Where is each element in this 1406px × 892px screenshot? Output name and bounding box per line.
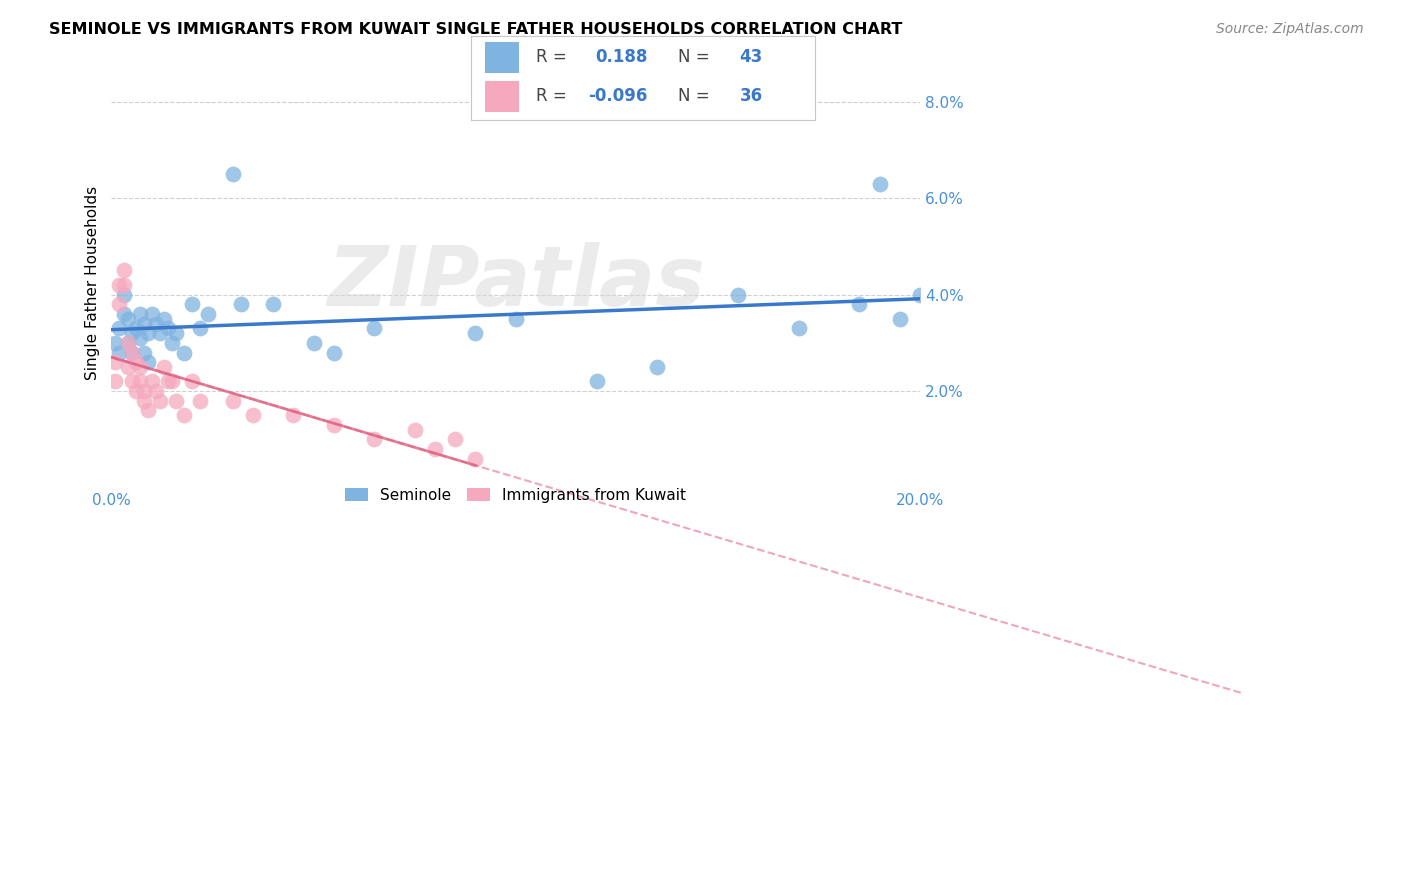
- Text: Source: ZipAtlas.com: Source: ZipAtlas.com: [1216, 22, 1364, 37]
- Point: [136, 326, 159, 341]
- Point: [153, 359, 176, 374]
- Point: [132, 384, 155, 399]
- Point: [145, 317, 167, 331]
- Y-axis label: Single Father Households: Single Father Households: [86, 186, 100, 380]
- Point: [128, 359, 150, 374]
- Legend: Seminole, Immigrants from Kuwait: Seminole, Immigrants from Kuwait: [339, 482, 692, 508]
- Point: [128, 331, 150, 345]
- Point: [283, 409, 305, 423]
- Point: [104, 335, 127, 350]
- Text: 43: 43: [740, 48, 763, 66]
- Point: [222, 393, 245, 408]
- Point: [112, 307, 135, 321]
- Point: [108, 321, 131, 335]
- Point: [149, 393, 172, 408]
- Point: [160, 375, 183, 389]
- Point: [165, 326, 187, 341]
- Point: [121, 345, 143, 359]
- Point: [117, 335, 139, 350]
- Point: [889, 311, 911, 326]
- Text: R =: R =: [537, 87, 567, 105]
- Point: [112, 287, 135, 301]
- Point: [585, 375, 607, 389]
- Point: [173, 409, 195, 423]
- Point: [727, 287, 749, 301]
- Point: [322, 345, 344, 359]
- Point: [141, 375, 163, 389]
- Point: [222, 167, 245, 181]
- Point: [117, 359, 139, 374]
- Point: [908, 287, 931, 301]
- Point: [117, 335, 139, 350]
- Point: [117, 311, 139, 326]
- Point: [156, 375, 179, 389]
- Point: [181, 375, 204, 389]
- Point: [149, 326, 172, 341]
- Point: [322, 417, 344, 432]
- Point: [363, 433, 385, 447]
- Point: [128, 307, 150, 321]
- Bar: [485, 81, 519, 112]
- Text: ZIPatlas: ZIPatlas: [326, 242, 704, 323]
- Point: [869, 177, 891, 191]
- Text: 0.188: 0.188: [595, 48, 647, 66]
- Point: [165, 393, 187, 408]
- Point: [124, 384, 146, 399]
- Text: N =: N =: [678, 87, 709, 105]
- Point: [132, 317, 155, 331]
- Point: [188, 393, 211, 408]
- Point: [302, 335, 325, 350]
- Text: -0.096: -0.096: [588, 87, 648, 105]
- Point: [181, 297, 204, 311]
- Point: [141, 307, 163, 321]
- Point: [505, 311, 527, 326]
- Point: [104, 355, 127, 369]
- Text: 36: 36: [740, 87, 763, 105]
- Point: [124, 321, 146, 335]
- Point: [112, 263, 135, 277]
- Point: [262, 297, 284, 311]
- Point: [128, 375, 150, 389]
- Point: [153, 311, 176, 326]
- Point: [132, 393, 155, 408]
- Point: [121, 345, 143, 359]
- Bar: [485, 43, 519, 73]
- Point: [197, 307, 219, 321]
- Point: [173, 345, 195, 359]
- Point: [242, 409, 264, 423]
- Point: [444, 433, 467, 447]
- Point: [121, 375, 143, 389]
- Point: [121, 326, 143, 341]
- Point: [423, 442, 446, 456]
- Point: [112, 277, 135, 292]
- Text: SEMINOLE VS IMMIGRANTS FROM KUWAIT SINGLE FATHER HOUSEHOLDS CORRELATION CHART: SEMINOLE VS IMMIGRANTS FROM KUWAIT SINGL…: [49, 22, 903, 37]
- Point: [160, 335, 183, 350]
- Point: [363, 321, 385, 335]
- Point: [108, 277, 131, 292]
- Point: [645, 359, 668, 374]
- Point: [132, 345, 155, 359]
- Point: [156, 321, 179, 335]
- Point: [136, 403, 159, 417]
- Point: [787, 321, 810, 335]
- Text: N =: N =: [678, 48, 709, 66]
- Point: [464, 326, 486, 341]
- Point: [464, 451, 486, 466]
- Point: [145, 384, 167, 399]
- Point: [136, 355, 159, 369]
- Point: [104, 375, 127, 389]
- Point: [124, 355, 146, 369]
- Point: [404, 423, 426, 437]
- Point: [229, 297, 252, 311]
- Point: [108, 345, 131, 359]
- Point: [108, 297, 131, 311]
- Point: [848, 297, 870, 311]
- Text: R =: R =: [537, 48, 567, 66]
- Point: [188, 321, 211, 335]
